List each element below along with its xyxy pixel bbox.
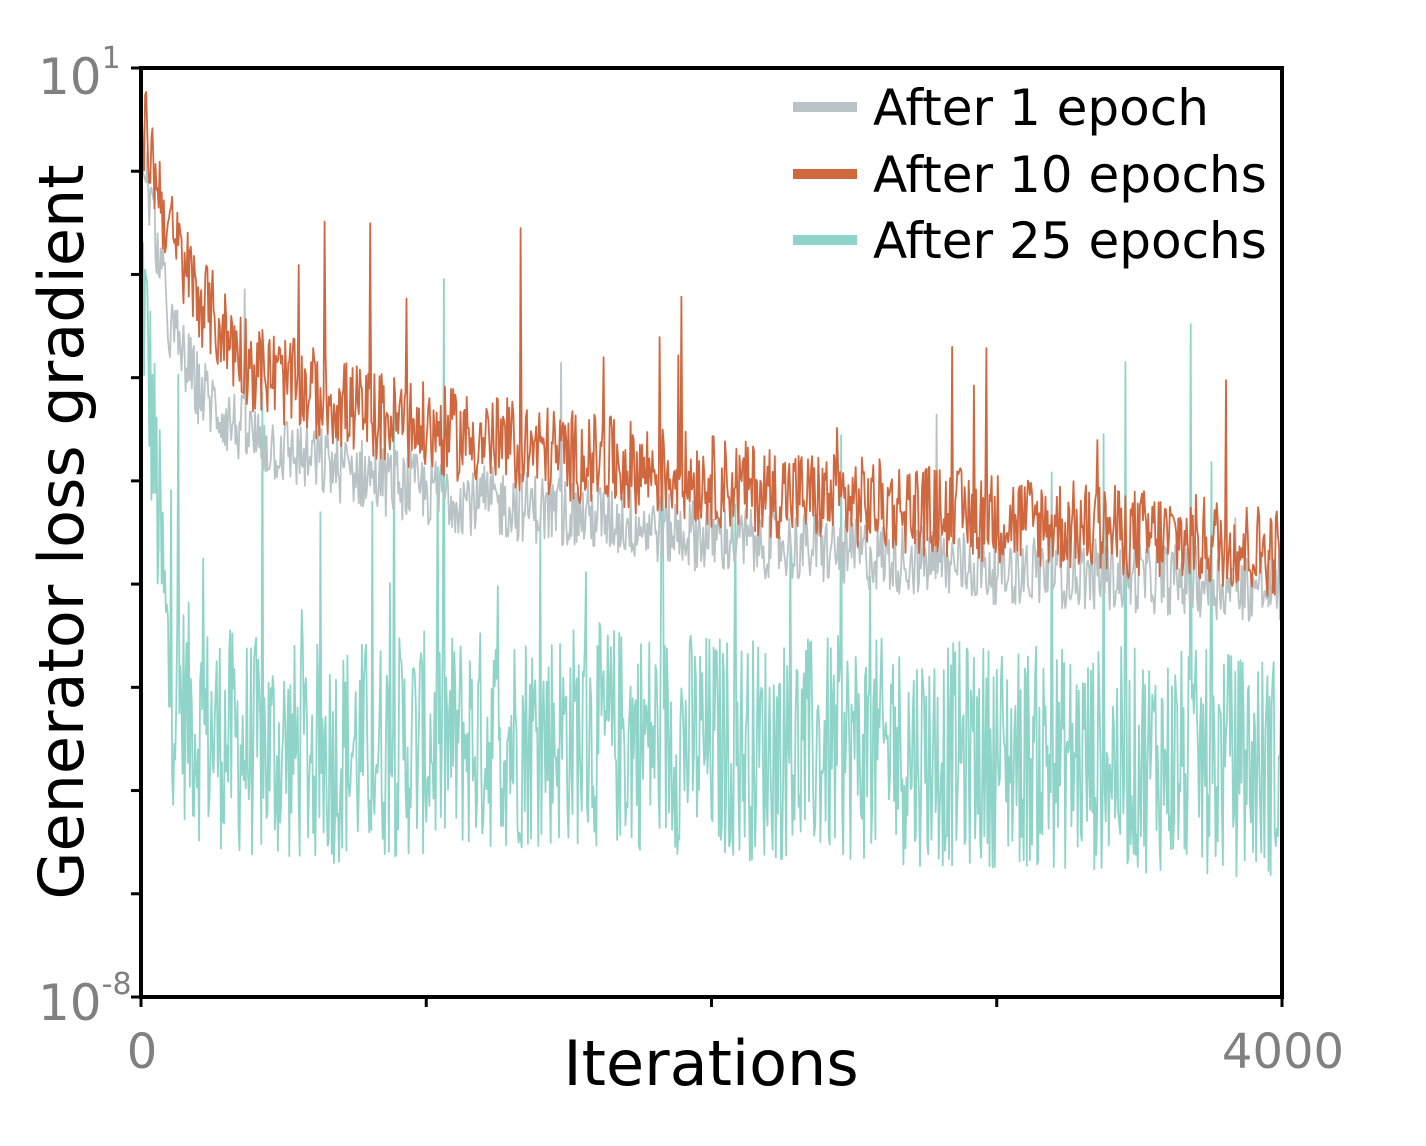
legend-label-25-epochs: After 25 epochs	[873, 212, 1267, 270]
y-tick-label-bottom: 10-8	[38, 967, 132, 1032]
x-axis-title: Iterations	[563, 1027, 858, 1100]
tick-layer	[131, 66, 1284, 1007]
legend: After 1 epoch After 10 epochs After 25 e…	[793, 79, 1267, 270]
series-line-after-25-epochs	[140, 218, 1283, 878]
legend-label-10-epochs: After 10 epochs	[873, 146, 1267, 204]
x-tick-label-0: 0	[127, 1024, 158, 1080]
legend-label-1-epoch: After 1 epoch	[873, 79, 1209, 137]
y-axis-title: Generator loss gradient	[25, 164, 98, 899]
x-tick-label-4000: 4000	[1222, 1024, 1344, 1080]
y-tick-label-top: 101	[38, 41, 121, 106]
series-layer	[140, 73, 1283, 878]
series-line-after-10-epochs	[140, 73, 1283, 598]
